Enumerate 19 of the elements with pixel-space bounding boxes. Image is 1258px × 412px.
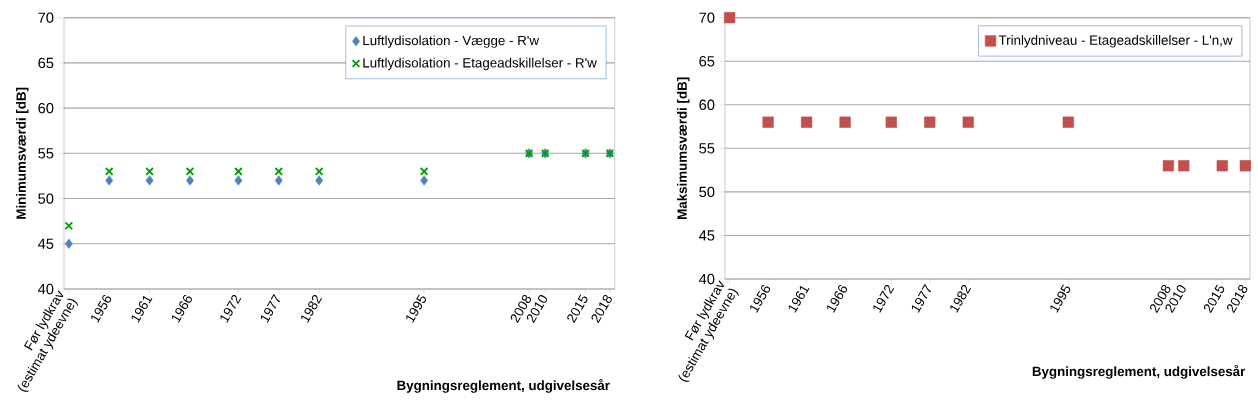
y-tick-label: 55 (699, 143, 715, 154)
y-tick-label: 60 (38, 102, 54, 114)
y-tick-label: 60 (699, 99, 715, 110)
legend-label: Luftlydisolation - Vægge - R'w (363, 35, 540, 48)
y-axis-title: Minimumsværdi [dB] (16, 87, 29, 219)
y-axis-title: Maksimumsværdi [dB] (677, 77, 690, 219)
y-tick-label: 70 (38, 12, 54, 23)
y-tick-label: 65 (38, 57, 54, 69)
x-axis-title: Bygningsreglement, udgivelsesår (397, 379, 610, 393)
y-tick-label: 70 (699, 12, 715, 23)
y-tick-label: 50 (699, 186, 715, 198)
y-tick-label: 55 (38, 148, 54, 159)
legend-label: Trinlydniveau - Etageadskillelser - L'n,w (998, 35, 1233, 48)
legend-label: Luftlydisolation - Etageadskillelser - R'w (363, 57, 597, 71)
x-axis-title: Bygningsreglement, udgivelsesår (1032, 365, 1246, 379)
y-tick-label: 45 (37, 238, 54, 249)
y-tick-label: 45 (698, 230, 715, 241)
y-tick-label: 65 (699, 56, 715, 67)
y-tick-label: 50 (38, 193, 54, 204)
